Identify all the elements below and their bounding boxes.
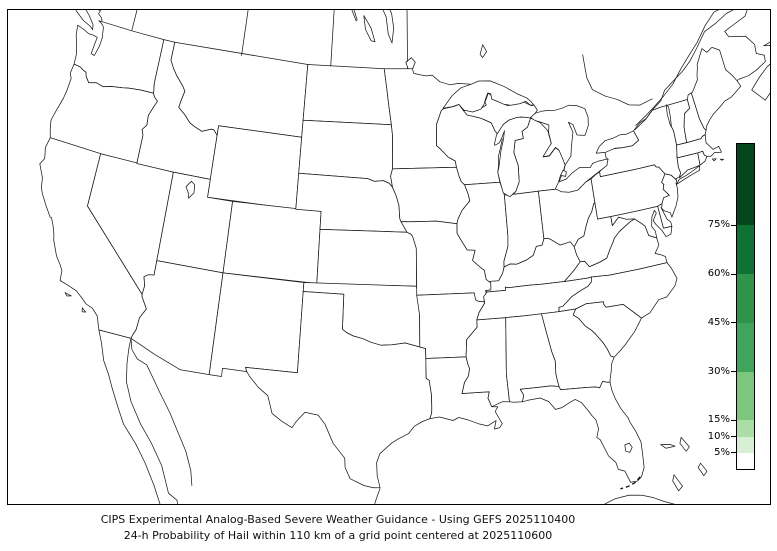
colorbar-tick-mark [731,419,737,421]
title-line-1: CIPS Experimental Analog-Based Severe We… [100,513,576,526]
colorbar-tick-mark [731,273,737,275]
colorbar-tick-mark [731,322,737,324]
title-line-2: 24-h Probability of Hail within 110 km o… [123,529,553,542]
land-and-state-boundaries [39,10,770,504]
colorbar-tick-label: 45% [707,316,730,328]
colorbar-tick-label: 75% [707,219,730,231]
colorbar-tick-mark [731,224,737,226]
figure-title: CIPS Experimental Analog-Based Severe We… [0,512,676,544]
colorbar-tick-label: 60% [707,268,730,279]
colorbar-segment [737,322,754,372]
colorbar-tick-mark [731,436,737,437]
florida-keys [620,476,641,490]
lakes [185,10,672,453]
colorbar-gradient [737,144,754,469]
colorbar: 75% 60% 45% 30% 15% 10% 5% [708,143,755,470]
colorbar-tick-label: 5% [714,446,730,458]
colorbar-tick-label: 15% [707,414,730,426]
map-border [7,9,771,505]
colorbar-segment [737,144,754,226]
colorbar-segment [737,420,754,437]
colorbar-tick-mark [731,452,737,454]
colorbar-tick-mark [731,371,737,372]
colorbar-tick-label: 30% [707,365,730,377]
colorbar-segment [737,371,754,421]
colorbar-segment [737,274,754,323]
colorbar-segment [737,452,754,469]
colorbar-segment [737,225,754,274]
colorbar-tick-label: 10% [707,430,730,442]
map-content [39,10,770,504]
coastlines-and-rivers [98,10,766,504]
colorbar-segment [737,436,754,453]
